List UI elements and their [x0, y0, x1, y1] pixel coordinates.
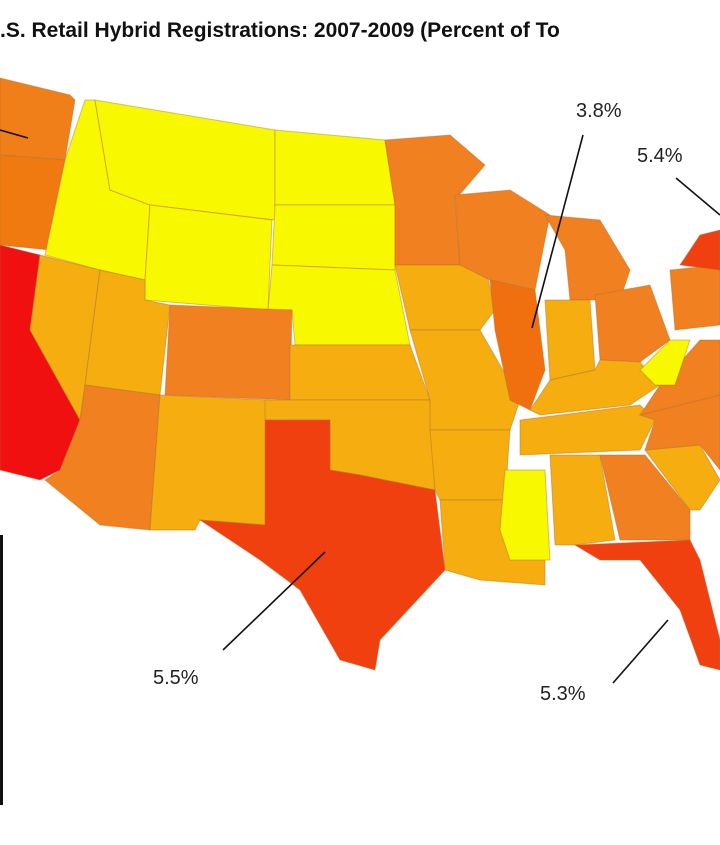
leader-lines	[0, 129, 720, 684]
annotation: 5.4%	[637, 145, 683, 167]
legend-edge	[0, 535, 3, 805]
annotation: 5.5%	[153, 667, 199, 689]
annotation: 3.8%	[576, 100, 622, 122]
states	[0, 77, 720, 671]
annotation: 5.3%	[540, 683, 586, 705]
map-title: .S. Retail Hybrid Registrations: 2007-20…	[0, 19, 560, 42]
